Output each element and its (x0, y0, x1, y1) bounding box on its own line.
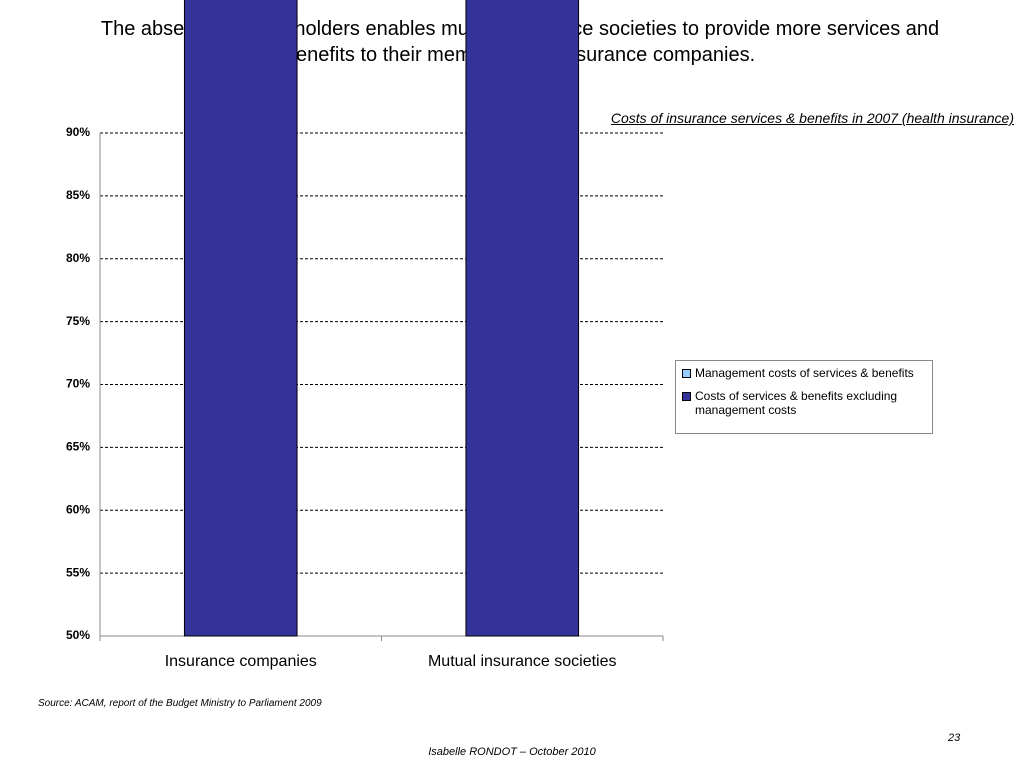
y-tick-label: 85% (66, 188, 90, 202)
chart-title: Costs of insurance services & benefits i… (610, 110, 1014, 126)
footer: Isabelle RONDOT – October 2010 (428, 746, 596, 758)
x-tick-label: Insurance companies (165, 653, 317, 670)
y-tick-label: 90% (66, 125, 90, 139)
y-tick-label: 75% (66, 314, 90, 328)
legend-entry: Management costs of services & benefits (682, 366, 926, 380)
y-tick-label: 50% (66, 628, 90, 642)
y-tick-label: 60% (66, 502, 90, 516)
x-tick-label: Mutual insurance societies (428, 653, 617, 670)
bar-segment (183, 0, 298, 637)
y-tick-label: 55% (66, 565, 90, 579)
legend-swatch (682, 392, 691, 401)
legend-entry: Costs of services & benefits excluding m… (682, 389, 926, 417)
page-number: 23 (948, 732, 961, 744)
y-tick-label: 65% (66, 440, 90, 454)
legend-swatch (682, 369, 691, 378)
y-tick-label: 80% (66, 251, 90, 265)
source-note: Source: ACAM, report of the Budget Minis… (38, 698, 322, 709)
bar-segment (465, 0, 580, 637)
legend-label: Costs of services & benefits excluding m… (695, 389, 898, 417)
legend: Management costs of services & benefits C… (675, 360, 933, 434)
y-tick-label: 70% (66, 377, 90, 391)
legend-label: Management costs of services & benefits (695, 366, 914, 380)
